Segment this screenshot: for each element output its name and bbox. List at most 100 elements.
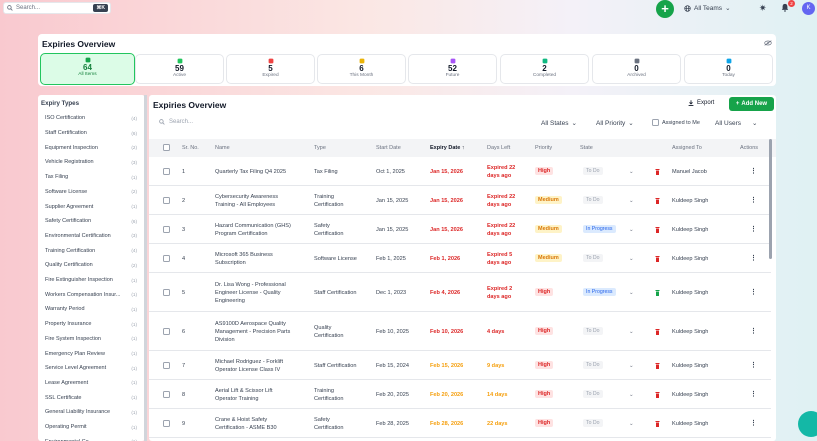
stat-card-expired[interactable]: 5 Expired <box>226 54 315 84</box>
theme-toggle-icon[interactable]: ✷ <box>759 3 767 13</box>
table-scrollbar[interactable] <box>769 139 772 259</box>
chevron-down-icon[interactable]: ⌄ <box>629 328 634 335</box>
sidebar-item-property-insurance[interactable]: Property Insurance (1) <box>45 317 137 332</box>
chevron-down-icon[interactable]: ⌄ <box>629 391 634 398</box>
bell-icon[interactable] <box>781 3 789 14</box>
user-avatar[interactable]: K <box>802 2 815 15</box>
row-checkbox[interactable] <box>163 255 170 262</box>
row-checkbox[interactable] <box>163 289 170 296</box>
stat-card-future[interactable]: 52 Future <box>408 54 497 84</box>
table-row[interactable]: 3 Hazard Communication (GHS) Program Certi… <box>149 215 771 244</box>
sidebar-item-ssl-certificate[interactable]: SSL Certificate (1) <box>45 390 137 405</box>
row-checkbox[interactable] <box>163 226 170 233</box>
column-header-actions[interactable]: Actions <box>740 145 758 151</box>
sidebar-item-iso-certification[interactable]: ISO Certification (4) <box>45 111 137 126</box>
state-badge[interactable]: To Do <box>583 361 603 369</box>
table-row[interactable]: 6 AS9100D Aerospace Quality Management - P… <box>149 312 771 351</box>
item-name[interactable]: Quarterly Tax Filing Q4 2025 <box>215 168 286 176</box>
column-header-days-left[interactable]: Days Left <box>487 145 510 151</box>
sidebar-item-service-level-agreement[interactable]: Service Level Agreement (1) <box>45 361 137 376</box>
more-actions-icon[interactable]: ⋮ <box>750 226 757 233</box>
state-badge[interactable]: To Do <box>583 167 603 175</box>
sidebar-item-quality-certification[interactable]: Quality Certification (2) <box>45 258 137 273</box>
team-selector[interactable]: All Teams ⌄ <box>684 4 731 12</box>
chevron-down-icon[interactable]: ⌄ <box>629 362 634 369</box>
trash-icon[interactable] <box>655 197 660 204</box>
sidebar-item-environmental-certification[interactable]: Environmental Certification (3) <box>45 229 137 244</box>
table-row[interactable]: 8 Aerial Lift & Scissor Lift Operator Trai… <box>149 380 771 409</box>
table-row[interactable]: 7 Michael Rodriguez - Forklift Operator Li… <box>149 351 771 380</box>
sidebar-scrollbar[interactable] <box>144 95 147 441</box>
more-actions-icon[interactable]: ⋮ <box>750 328 757 335</box>
column-header-expiry-date[interactable]: Expiry Date ↑ <box>430 145 465 151</box>
column-header-priority[interactable]: Priority <box>535 145 552 151</box>
stat-card-today[interactable]: 0 Today <box>684 54 773 84</box>
sidebar-item-emergency-plan-review[interactable]: Emergency Plan Review (1) <box>45 346 137 361</box>
more-actions-icon[interactable]: ⋮ <box>750 391 757 398</box>
state-badge[interactable]: In Progress <box>583 288 616 296</box>
export-button[interactable]: Export <box>688 100 714 106</box>
trash-icon[interactable] <box>655 255 660 262</box>
column-header-name[interactable]: Name <box>215 145 230 151</box>
trash-icon[interactable] <box>655 420 660 427</box>
state-badge[interactable]: To Do <box>583 327 603 335</box>
item-name[interactable]: Crane & Hoist Safety Certification - ASME… <box>215 416 277 432</box>
trash-icon[interactable] <box>655 391 660 398</box>
item-name[interactable]: AS9100D Aerospace Quality Management - Pr… <box>215 320 290 344</box>
column-header-type[interactable]: Type <box>314 145 326 151</box>
assigned-to-me-checkbox[interactable] <box>652 119 659 126</box>
trash-icon[interactable] <box>655 362 660 369</box>
stat-card-all-items[interactable]: 64 All Items <box>40 53 135 85</box>
stat-card-this-month[interactable]: 6 This Month <box>317 54 406 84</box>
item-name[interactable]: Dr. Lisa Wong - Professional Engineer Lic… <box>215 281 286 305</box>
sidebar-item-software-license[interactable]: Software License (2) <box>45 185 137 200</box>
sidebar-item-tax-filing[interactable]: Tax Filing (1) <box>45 170 137 185</box>
more-actions-icon[interactable]: ⋮ <box>750 197 757 204</box>
sidebar-item-staff-certification[interactable]: Staff Certification (6) <box>45 126 137 141</box>
eye-off-icon[interactable] <box>764 40 772 48</box>
state-badge[interactable]: To Do <box>583 419 603 427</box>
sidebar-item-equipment-inspection[interactable]: Equipment Inspection (2) <box>45 140 137 155</box>
table-search-input[interactable]: Search... <box>159 119 193 125</box>
row-checkbox[interactable] <box>163 420 170 427</box>
sidebar-item-workers-compensation-insur[interactable]: Workers Compensation Insur... (1) <box>45 287 137 302</box>
global-search-input[interactable]: Search... ⌘K <box>3 2 111 14</box>
table-row[interactable]: 1 Quarterly Tax Filing Q4 2025 Tax Filing O… <box>149 157 771 186</box>
more-actions-icon[interactable]: ⋮ <box>750 362 757 369</box>
trash-icon[interactable] <box>655 168 660 175</box>
sidebar-item-fire-extinguisher-inspection[interactable]: Fire Extinguisher Inspection (1) <box>45 273 137 288</box>
item-name[interactable]: Michael Rodriguez - Forklift Operator Lic… <box>215 358 283 374</box>
item-name[interactable]: Aerial Lift & Scissor Lift Operator Train… <box>215 387 273 403</box>
sidebar-item-lease-agreement[interactable]: Lease Agreement (1) <box>45 376 137 391</box>
table-row[interactable]: 5 Dr. Lisa Wong - Professional Engineer Li… <box>149 273 771 312</box>
stat-card-completed[interactable]: 2 Completed <box>500 54 589 84</box>
trash-icon[interactable] <box>655 328 660 335</box>
states-filter-select[interactable]: All States ⌄ <box>541 119 577 128</box>
sidebar-item-environmental-co[interactable]: Environmental Co... (1) <box>45 434 137 441</box>
more-actions-icon[interactable]: ⋮ <box>750 289 757 296</box>
table-row[interactable]: 4 Microsoft 365 Business Subscription Softw… <box>149 244 771 273</box>
more-actions-icon[interactable]: ⋮ <box>750 420 757 427</box>
more-actions-icon[interactable]: ⋮ <box>750 168 757 175</box>
row-checkbox[interactable] <box>163 168 170 175</box>
stat-card-archived[interactable]: 0 Archived <box>592 54 681 84</box>
add-new-button[interactable]: + Add New <box>729 97 774 111</box>
chevron-down-icon[interactable]: ⌄ <box>629 226 634 233</box>
row-checkbox[interactable] <box>163 362 170 369</box>
users-filter-select[interactable]: All Users ⌄ <box>715 119 757 128</box>
sidebar-item-safety-certification[interactable]: Safety Certification (6) <box>45 214 137 229</box>
state-badge[interactable]: To Do <box>583 390 603 398</box>
sidebar-item-operating-permit[interactable]: Operating Permit (1) <box>45 420 137 435</box>
sidebar-item-supplier-agreement[interactable]: Supplier Agreement (1) <box>45 199 137 214</box>
sidebar-item-fire-system-inspection[interactable]: Fire System Inspection (1) <box>45 332 137 347</box>
item-name[interactable]: Hazard Communication (GHS) Program Certif… <box>215 222 291 238</box>
assigned-to-me-toggle[interactable]: Assigned to Me <box>652 119 700 126</box>
chevron-down-icon[interactable]: ⌄ <box>629 255 634 262</box>
sidebar-item-warranty-period[interactable]: Warranty Period (1) <box>45 302 137 317</box>
state-badge[interactable]: To Do <box>583 254 603 262</box>
trash-icon[interactable] <box>655 289 660 296</box>
chevron-down-icon[interactable]: ⌄ <box>629 420 634 427</box>
row-checkbox[interactable] <box>163 391 170 398</box>
select-all-checkbox[interactable] <box>163 144 170 151</box>
chevron-down-icon[interactable]: ⌄ <box>629 289 634 296</box>
